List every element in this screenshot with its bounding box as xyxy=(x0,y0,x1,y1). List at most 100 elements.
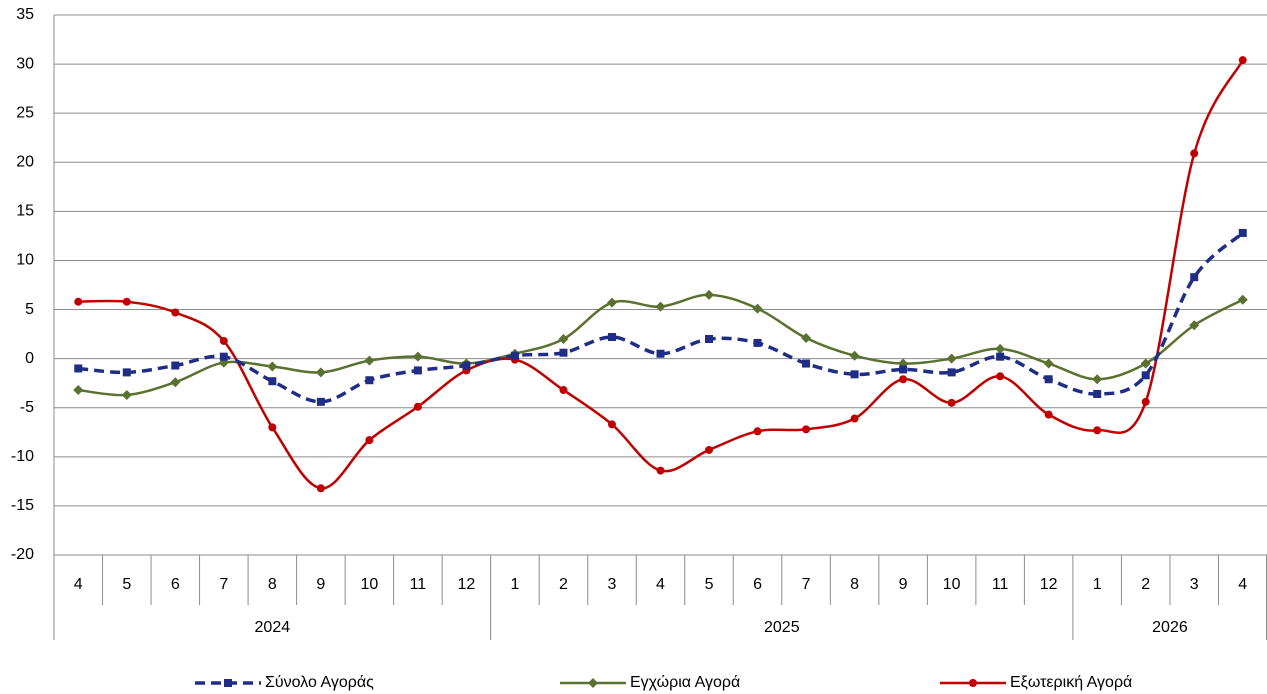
marker xyxy=(559,386,568,395)
y-tick-label: -5 xyxy=(20,399,34,416)
marker xyxy=(1044,410,1053,419)
marker xyxy=(315,367,326,378)
x-tick-label: 8 xyxy=(268,576,277,593)
x-tick-label: 8 xyxy=(850,576,859,593)
x-tick-label: 6 xyxy=(753,576,762,593)
y-tick-label: -10 xyxy=(11,448,34,465)
marker xyxy=(753,338,762,347)
y-tick-label: 25 xyxy=(16,104,34,121)
marker xyxy=(364,355,375,366)
x-tick-label: 7 xyxy=(802,576,811,593)
x-tick-label: 11 xyxy=(410,576,427,593)
x-tick-label: 7 xyxy=(219,576,228,593)
marker xyxy=(801,333,812,344)
legend-label: Σύνολο Αγοράς xyxy=(265,674,374,691)
x-tick-label: 3 xyxy=(1190,576,1199,593)
marker xyxy=(705,335,714,343)
marker xyxy=(656,349,665,358)
x-group-label: 2025 xyxy=(764,619,800,636)
marker xyxy=(365,436,374,445)
y-tick-label: 35 xyxy=(16,6,34,23)
series-line xyxy=(78,231,1244,404)
x-tick-label: 9 xyxy=(899,576,908,593)
marker xyxy=(947,368,956,377)
marker xyxy=(656,466,665,475)
marker xyxy=(1043,358,1054,369)
x-tick-label: 4 xyxy=(74,576,83,593)
x-tick-label: 4 xyxy=(1238,576,1247,593)
y-tick-label: -15 xyxy=(11,497,34,514)
marker xyxy=(802,425,811,434)
marker xyxy=(121,389,132,400)
marker xyxy=(899,375,908,384)
y-tick-label: 15 xyxy=(16,203,34,220)
series-line xyxy=(78,59,1244,490)
marker xyxy=(171,308,180,317)
marker xyxy=(1141,371,1150,380)
y-tick-label: 5 xyxy=(25,301,34,318)
marker xyxy=(1093,426,1102,435)
x-tick-label: 11 xyxy=(992,576,1009,593)
marker xyxy=(802,359,811,368)
marker xyxy=(1141,397,1150,406)
marker xyxy=(607,420,616,429)
marker xyxy=(316,484,325,493)
marker xyxy=(268,377,277,386)
marker xyxy=(73,385,84,396)
x-tick-label: 10 xyxy=(943,576,961,593)
x-tick-label: 1 xyxy=(1093,576,1102,593)
marker xyxy=(365,376,374,385)
marker xyxy=(995,343,1006,354)
marker xyxy=(74,297,83,306)
y-tick-label: 20 xyxy=(16,153,34,170)
marker xyxy=(1140,358,1151,369)
marker xyxy=(849,350,860,361)
marker xyxy=(171,361,180,370)
y-tick-label: 10 xyxy=(16,252,34,269)
marker xyxy=(946,353,957,364)
x-tick-label: 12 xyxy=(1040,576,1058,593)
x-tick-label: 1 xyxy=(510,576,519,593)
legend-label: Εξωτερική Αγορά xyxy=(1010,674,1132,691)
marker xyxy=(899,365,908,374)
marker xyxy=(510,351,519,360)
marker xyxy=(996,372,1005,381)
marker xyxy=(752,303,763,314)
marker xyxy=(705,445,714,454)
marker xyxy=(1190,273,1199,282)
marker xyxy=(1238,56,1247,65)
marker xyxy=(1237,294,1248,305)
marker xyxy=(850,370,859,379)
y-tick-label: -20 xyxy=(11,546,34,563)
marker xyxy=(607,333,616,342)
x-group-label: 2026 xyxy=(1152,619,1188,636)
legend-label: Εγχώρια Αγορά xyxy=(630,674,740,691)
marker xyxy=(947,398,956,407)
marker xyxy=(996,352,1005,361)
marker xyxy=(704,289,715,300)
marker xyxy=(219,336,228,345)
x-tick-label: 9 xyxy=(316,576,325,593)
marker xyxy=(1044,375,1053,384)
marker xyxy=(413,402,422,411)
marker xyxy=(559,348,568,357)
marker xyxy=(1189,320,1200,331)
x-tick-label: 12 xyxy=(458,576,476,593)
marker xyxy=(74,364,83,373)
marker xyxy=(412,351,423,362)
marker xyxy=(462,361,471,370)
marker xyxy=(268,423,277,432)
legend-marker xyxy=(224,679,232,687)
marker xyxy=(1190,149,1199,158)
y-tick-label: 0 xyxy=(25,350,34,367)
marker xyxy=(170,377,181,388)
marker xyxy=(267,361,278,372)
marker xyxy=(413,366,422,375)
x-tick-label: 5 xyxy=(122,576,131,593)
legend-marker xyxy=(588,678,598,688)
marker xyxy=(122,297,131,306)
marker xyxy=(606,297,617,308)
marker xyxy=(1238,228,1247,237)
legend-marker xyxy=(969,679,977,687)
